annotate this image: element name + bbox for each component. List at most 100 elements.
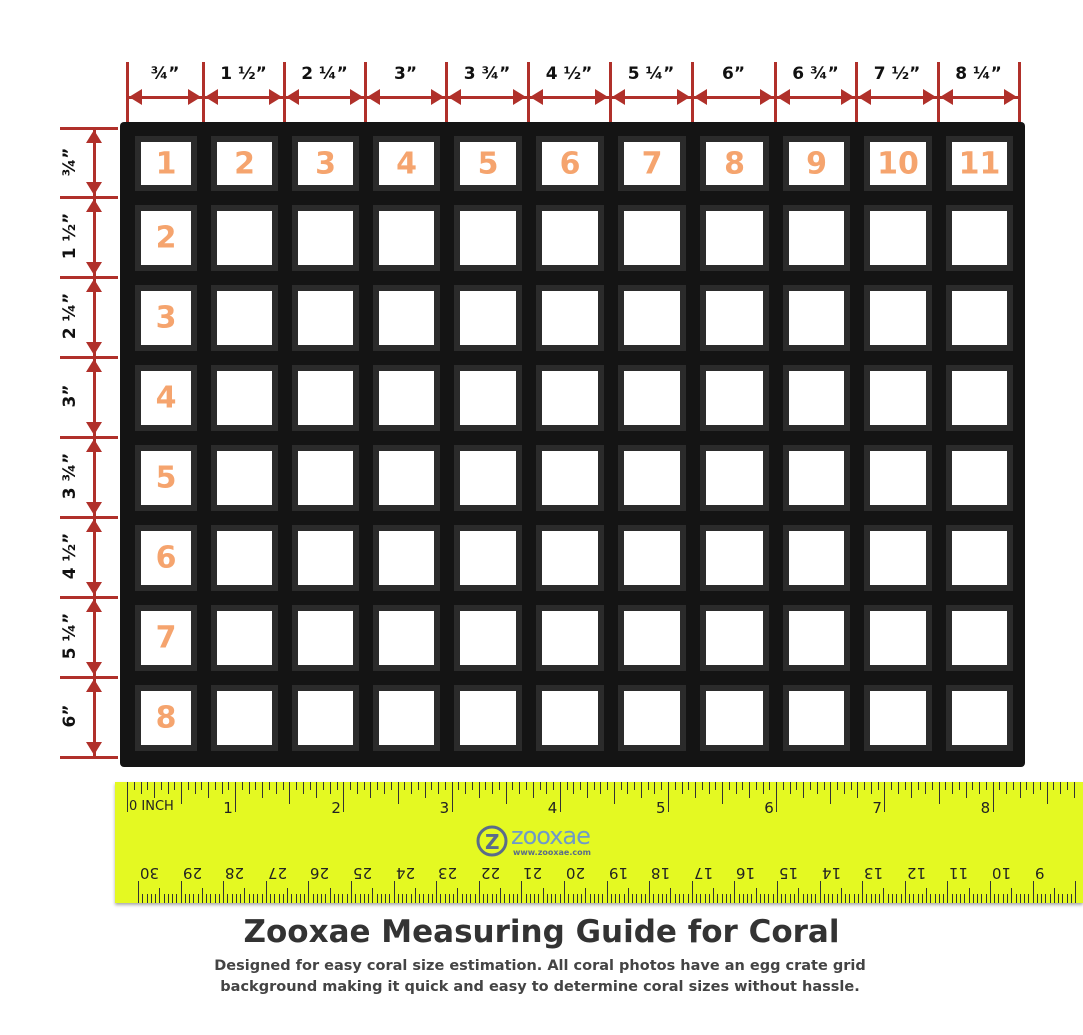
cell-number: 11 bbox=[958, 146, 1001, 181]
grid-cell bbox=[536, 605, 604, 671]
dimension-tick bbox=[855, 62, 858, 122]
svg-text:Z: Z bbox=[485, 830, 500, 854]
inch-tick bbox=[208, 782, 210, 798]
grid-cell bbox=[700, 365, 769, 431]
inch-tick bbox=[823, 782, 825, 790]
cm-tick bbox=[423, 894, 425, 903]
cm-tick bbox=[159, 888, 161, 903]
cm-tick bbox=[789, 894, 791, 903]
cm-tick bbox=[1028, 894, 1030, 903]
inch-tick bbox=[133, 782, 135, 790]
cm-tick bbox=[585, 888, 587, 903]
grid-cell: 5 bbox=[135, 445, 197, 511]
cm-tick bbox=[772, 894, 774, 903]
cm-tick bbox=[968, 888, 970, 903]
cm-tick bbox=[244, 888, 246, 903]
dimension-tick bbox=[60, 596, 118, 599]
grid-cell: 2 bbox=[135, 205, 197, 271]
cm-tick bbox=[866, 894, 868, 903]
cm-tick bbox=[201, 888, 203, 903]
egg-crate-grid: 1 2 3 4 5 6 7 8 9 10 11 2 3 4 5 6 7 8 bbox=[120, 122, 1025, 767]
inch-tick bbox=[634, 782, 636, 790]
grid-cell: 9 bbox=[783, 136, 850, 191]
cm-tick bbox=[576, 894, 578, 903]
cm-tick bbox=[1036, 894, 1038, 903]
cm-tick bbox=[900, 894, 902, 903]
arrowhead-down bbox=[86, 582, 102, 595]
arrowhead-right bbox=[760, 89, 773, 105]
grid-cell bbox=[864, 525, 932, 591]
inch-tick bbox=[776, 782, 778, 812]
inch-tick bbox=[668, 782, 669, 812]
grid-cell bbox=[211, 445, 278, 511]
cm-tick bbox=[568, 894, 570, 903]
inch-label: 6 bbox=[764, 799, 774, 817]
cm-tick bbox=[1058, 894, 1060, 903]
inch-tick bbox=[999, 782, 1001, 790]
cm-tick bbox=[338, 894, 340, 903]
cm-tick bbox=[163, 894, 165, 903]
grid-cell: 8 bbox=[135, 685, 197, 751]
grid-cell bbox=[536, 525, 604, 591]
inch-tick bbox=[701, 782, 703, 790]
grid-cell bbox=[783, 285, 850, 351]
cm-label: 9 bbox=[1034, 864, 1045, 882]
cm-tick bbox=[870, 894, 872, 903]
cm-tick bbox=[704, 894, 706, 903]
inch-tick bbox=[965, 782, 967, 798]
cm-tick bbox=[691, 881, 693, 903]
dimension-tick bbox=[1018, 62, 1021, 122]
dimension-arrow bbox=[93, 128, 96, 197]
cm-tick bbox=[231, 894, 233, 903]
cm-tick bbox=[206, 894, 208, 903]
cm-tick bbox=[380, 894, 382, 903]
grid-cell bbox=[211, 525, 278, 591]
inch-tick bbox=[214, 782, 216, 790]
cm-tick bbox=[768, 894, 770, 903]
cell-number: 8 bbox=[155, 700, 177, 736]
grid-cell bbox=[292, 445, 359, 511]
inch-tick bbox=[248, 782, 250, 794]
arrowhead-up bbox=[86, 359, 102, 372]
grid-cell bbox=[536, 445, 604, 511]
dimension-tick bbox=[126, 62, 129, 122]
inch-tick bbox=[302, 782, 304, 794]
inch-tick bbox=[681, 782, 683, 794]
arrowhead-up bbox=[86, 130, 102, 143]
arrowhead-down bbox=[86, 662, 102, 675]
grid-cell: 5 bbox=[454, 136, 522, 191]
cell-number: 4 bbox=[396, 146, 417, 181]
arrowhead-right bbox=[513, 89, 526, 105]
cm-tick bbox=[602, 894, 604, 903]
cm-label: 16 bbox=[736, 864, 756, 882]
cm-tick bbox=[559, 894, 561, 903]
inch-tick bbox=[194, 782, 196, 794]
cm-tick bbox=[146, 894, 148, 903]
grid-cell bbox=[946, 605, 1013, 671]
cm-tick bbox=[1070, 894, 1072, 903]
cm-tick bbox=[321, 894, 323, 903]
grid-cell bbox=[783, 525, 850, 591]
cm-tick bbox=[1032, 881, 1034, 903]
dimension-tick bbox=[60, 436, 118, 439]
cm-tick bbox=[589, 894, 591, 903]
cm-tick bbox=[138, 881, 139, 903]
cm-tick bbox=[253, 894, 255, 903]
column-width-label: 7 ½” bbox=[873, 64, 921, 84]
inch-tick bbox=[1012, 782, 1014, 790]
grid-cell bbox=[618, 205, 686, 271]
column-width-label: 5 ¼” bbox=[627, 64, 675, 84]
inch-tick bbox=[289, 782, 291, 804]
cm-tick bbox=[193, 894, 195, 903]
cm-tick bbox=[794, 894, 796, 903]
grid-cell: 1 bbox=[135, 136, 197, 191]
cell-number: 9 bbox=[806, 146, 827, 181]
dimension-arrow bbox=[93, 677, 96, 757]
grid-cell bbox=[618, 285, 686, 351]
cm-tick bbox=[555, 894, 557, 903]
cm-tick bbox=[738, 894, 740, 903]
cm-tick bbox=[274, 894, 276, 903]
inch-tick bbox=[485, 782, 487, 790]
arrowhead-up bbox=[86, 599, 102, 612]
cm-tick bbox=[798, 888, 800, 903]
